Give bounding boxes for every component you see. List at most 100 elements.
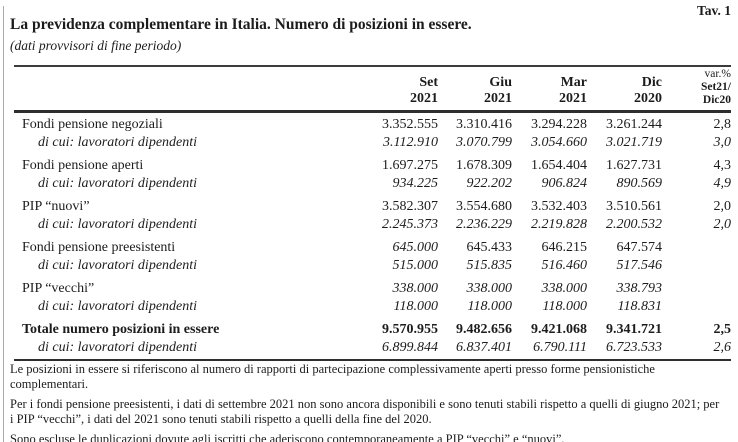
cell-var-pct: 2,6: [662, 339, 731, 361]
table-number-label: Tav. 1: [696, 3, 731, 18]
column-header-line: 2021: [484, 91, 512, 106]
column-header-line: Giu: [489, 75, 512, 90]
cell-mar-2021: 338.000: [541, 281, 588, 296]
cell-dic-2020: 3.510.561: [606, 199, 662, 214]
row-label: PIP “vecchi”: [22, 281, 95, 296]
cell-var-pct: 4,3: [713, 158, 732, 173]
row-label: Fondi pensione preesistenti: [22, 240, 176, 255]
table-row-fondi-aperti: Fondi pensione aperti 1.697.275 1.678.30…: [14, 152, 731, 175]
cell-var-pct: 3,0: [713, 135, 732, 150]
cell-set-2021: 118.000: [393, 299, 438, 314]
row-label: di cui: lavoratori dipendenti: [38, 258, 198, 273]
cell-mar-2021: 6.790.111: [512, 339, 587, 361]
cell-dic-2020: 1.627.731: [606, 158, 662, 173]
cell-mar-2021: 1.654.404: [531, 158, 587, 173]
column-header-empty: [14, 66, 363, 113]
cell-dic-2020: 3.261.244: [606, 117, 662, 132]
column-header-set-2021: Set 2021: [363, 66, 438, 113]
cell-var-pct: [662, 257, 731, 275]
cell-mar-2021: 3.294.228: [531, 117, 587, 132]
table-row-dicui: di cui: lavoratori dipendenti 3.112.910 …: [14, 134, 731, 152]
cell-var-pct: 2,5: [713, 322, 732, 337]
cell-mar-2021: 516.460: [541, 258, 588, 273]
row-label: di cui: lavoratori dipendenti: [38, 135, 198, 150]
cell-set-2021: 3.352.555: [382, 117, 438, 132]
table-row-dicui: di cui: lavoratori dipendenti 118.000 11…: [14, 298, 731, 316]
table-header-row: Set 2021 Giu 2021 Mar 2021 Dic 2020 var.…: [14, 66, 731, 113]
cell-set-2021: 6.899.844: [363, 339, 438, 361]
column-header-line: Set21/: [700, 81, 731, 93]
cell-set-2021: 2.245.373: [382, 217, 438, 232]
cell-mar-2021: 646.215: [541, 240, 588, 255]
table-row-dicui: di cui: lavoratori dipendenti 2.245.373 …: [14, 216, 731, 234]
column-header-line: Dic20: [702, 94, 731, 106]
cell-var-pct: 4,9: [713, 176, 732, 191]
row-label: di cui: lavoratori dipendenti: [14, 339, 363, 361]
cell-set-2021: 9.570.955: [382, 322, 438, 337]
footnote: Per i fondi pensione preesistenti, i dat…: [10, 397, 720, 426]
row-label: Fondi pensione aperti: [22, 158, 144, 173]
cell-var-pct: 2,0: [713, 199, 732, 214]
table-row-pip-nuovi: PIP “nuovi” 3.582.307 3.554.680 3.532.40…: [14, 193, 731, 216]
cell-giu-2021: 1.678.309: [456, 158, 512, 173]
cell-dic-2020: 647.574: [616, 240, 663, 255]
table-row-fondi-preesistenti: Fondi pensione preesistenti 645.000 645.…: [14, 234, 731, 257]
cell-mar-2021: 118.000: [542, 299, 587, 314]
column-header-dic-2020: Dic 2020: [587, 66, 662, 113]
column-header-giu-2021: Giu 2021: [438, 66, 512, 113]
cell-mar-2021: 906.824: [541, 176, 588, 191]
cell-mar-2021: 2.219.828: [531, 217, 587, 232]
cell-dic-2020: 517.546: [616, 258, 663, 273]
column-header-line: 2021: [410, 91, 438, 106]
cell-giu-2021: 2.236.229: [456, 217, 512, 232]
cell-var-pct: [662, 275, 731, 298]
cell-var-pct: [662, 298, 731, 316]
cell-set-2021: 645.000: [392, 240, 439, 255]
cell-set-2021: 3.582.307: [382, 199, 438, 214]
cell-dic-2020: 3.021.719: [606, 135, 662, 150]
cell-giu-2021: 3.554.680: [456, 199, 512, 214]
column-header-line: Set: [419, 75, 438, 90]
row-label: di cui: lavoratori dipendenti: [38, 176, 198, 191]
column-header-line: Dic: [641, 75, 662, 90]
row-label: di cui: lavoratori dipendenti: [38, 217, 198, 232]
cell-giu-2021: 3.310.416: [456, 117, 512, 132]
page-subtitle: (dati provvisori di fine periodo): [10, 38, 182, 53]
row-label: Fondi pensione negoziali: [22, 117, 163, 132]
column-header-mar-2021: Mar 2021: [512, 66, 587, 113]
footnote: Le posizioni in essere si riferiscono al…: [10, 362, 655, 391]
footnote: Sono escluse le duplicazioni dovute agli…: [10, 432, 565, 442]
cell-giu-2021: 645.433: [466, 240, 513, 255]
cell-set-2021: 934.225: [392, 176, 439, 191]
cell-set-2021: 1.697.275: [382, 158, 438, 173]
row-label: PIP “nuovi”: [22, 199, 90, 214]
row-label: di cui: lavoratori dipendenti: [38, 299, 198, 314]
cell-dic-2020: 338.793: [616, 281, 663, 296]
footnotes: Le posizioni in essere si riferiscono al…: [10, 362, 724, 442]
cell-set-2021: 515.000: [392, 258, 439, 273]
cell-giu-2021: 6.837.401: [438, 339, 512, 361]
cell-mar-2021: 9.421.068: [531, 322, 587, 337]
cell-var-pct: 2,0: [713, 217, 732, 232]
page-edge-artifact: [3, 6, 4, 442]
table-row-dicui: di cui: lavoratori dipendenti 515.000 51…: [14, 257, 731, 275]
column-header-line: 2020: [634, 91, 662, 106]
cell-mar-2021: 3.532.403: [531, 199, 587, 214]
cell-dic-2020: 9.341.721: [606, 322, 662, 337]
cell-set-2021: 3.112.910: [383, 135, 438, 150]
table-row-totale: Totale numero posizioni in essere 9.570.…: [14, 316, 731, 339]
cell-dic-2020: 890.569: [616, 176, 663, 191]
cell-var-pct: 2,8: [713, 117, 732, 132]
cell-giu-2021: 922.202: [466, 176, 513, 191]
table-row-fondi-negoziali: Fondi pensione negoziali 3.352.555 3.310…: [14, 112, 731, 135]
cell-giu-2021: 338.000: [466, 281, 513, 296]
column-header-line: Mar: [560, 75, 587, 90]
cell-giu-2021: 515.835: [466, 258, 513, 273]
column-header-line: 2021: [559, 91, 587, 106]
cell-dic-2020: 118.831: [617, 299, 662, 314]
cell-giu-2021: 118.000: [467, 299, 512, 314]
table-row-pip-vecchi: PIP “vecchi” 338.000 338.000 338.000 338…: [14, 275, 731, 298]
column-header-line: var.%: [704, 68, 731, 80]
cell-mar-2021: 3.054.660: [531, 135, 587, 150]
